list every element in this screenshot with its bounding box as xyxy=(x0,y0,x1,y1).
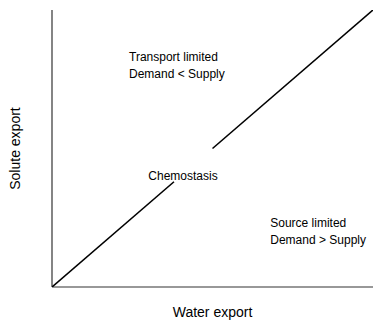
series-group xyxy=(52,10,373,287)
annotation: Transport limitedDemand < Supply xyxy=(129,50,225,81)
y-axis-label: Solute export xyxy=(7,107,23,190)
chart-container: Chemostasis Transport limitedDemand < Sup… xyxy=(0,0,383,329)
y-axis-line xyxy=(51,10,52,287)
annotation: Chemostasis xyxy=(148,169,217,183)
x-axis-label: Water export xyxy=(173,304,253,320)
line xyxy=(52,182,174,287)
line xyxy=(213,10,374,149)
chart: Chemostasis Transport limitedDemand < Sup… xyxy=(0,0,383,329)
annotation: Source limitedDemand > Supply xyxy=(270,216,366,247)
x-axis-line xyxy=(52,286,373,287)
